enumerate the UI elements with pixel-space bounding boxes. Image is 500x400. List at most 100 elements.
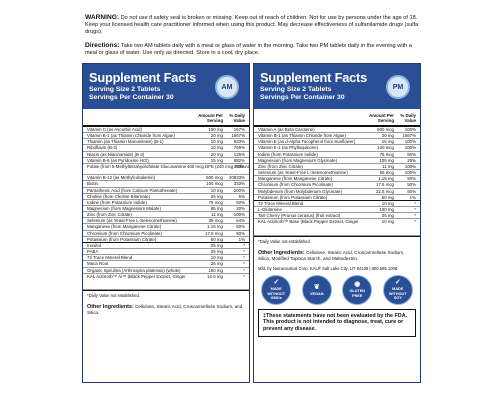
am-header-band: Supplement Facts Serving Size 2 Tablets … [83,64,249,109]
pm-supplement-facts-panel: Supplement Facts Serving Size 2 Tablets … [253,63,421,383]
nutrient-daily-value: * [243,267,245,273]
badge-symbol: ✓ [394,279,401,287]
nutrient-daily-value: * [414,213,416,219]
am-serving-info: Serving Size 2 Tablets Servings Per Cont… [89,86,174,101]
am-col-daily-value: % Daily Value [229,113,245,123]
nutrient-daily-value: 100% [233,212,245,218]
badge-label: FREE [352,293,363,298]
nutrient-amount: 10 mg [210,139,223,145]
pm-badge-icon: PM [386,75,410,99]
badge-label: SOY [393,296,402,301]
table-row: Vitamin B-6 (as Pyridoxine HCl) 15 mg 882% [83,158,249,164]
badge-symbol: ◉ [354,281,361,289]
table-row: Choline (from Choline Bitartrate) 25 mg 5% [83,194,249,200]
nutrient-daily-value: 50% [407,176,416,182]
directions-body: Take two AM tablets daily with a meal or… [85,42,412,56]
nutrient-daily-value: * [414,219,416,225]
nutrient-name: Selenium (as Yeast-Free L-Selenomethioni… [87,218,177,224]
nutrient-daily-value: 333% [233,181,245,187]
nutrient-daily-value: * [243,261,245,267]
am-badge-icon: AM [215,75,239,99]
nutrient-amount: 400 mcg DFE (240 mcg Folic Acid) [187,163,250,169]
nutrient-daily-value: 64% [236,218,245,224]
nutrient-amount: 10 mg [210,145,223,151]
table-row: Selenium (as Yeast-Free L-Selenomethioni… [83,218,249,225]
table-row: Biotin 100 mcg 333% [83,181,249,188]
table-row: Selenium (as Yeast-Free L-Selenomethioni… [254,170,420,177]
nutrient-name: Selenium (as Yeast-Free L-Selenomethioni… [258,170,348,176]
nutrient-name: Magnesium (from Magnesium Malate) [87,206,161,212]
table-row: Vitamin C (as Ascorbic Acid) 150 mg 167% [83,127,249,134]
nutrient-amount: 150 mg [208,127,223,132]
table-row: Zinc (from Zinc Citrate) 11 mg 100% [254,163,420,171]
nutrient-daily-value: 882% [233,157,245,163]
nutrient-name: Thiamin (as Thiamin Mononitrate) (B-1) [87,139,164,145]
pm-column-headers: Amount Per Serving % Daily Value [254,109,420,127]
table-row: Organic Spirulina (Arthrospira platensis… [83,268,249,274]
nutrient-daily-value: 1% [238,236,245,242]
pm-col-daily-value: % Daily Value [400,113,416,123]
nutrient-daily-value: 20% [236,206,245,212]
pm-other-label: Other Ingredients: [258,249,305,256]
nutrient-name: Zinc (from Zinc Citrate) [87,212,132,218]
nutrient-name: Molybdenum (from Molybdenum Glycinate) [258,188,342,194]
badge-symbol: ❦ [313,283,320,291]
nutrient-name: Manganese (from Manganese Citrate) [87,224,162,230]
table-row: Vitamin B-1 (as Thiamin Chloride from Al… [254,133,420,140]
nutrient-name: Pantothenic Acid (from Calcium Pantothen… [87,187,178,193]
nutrient-amount: 11 mg [382,163,394,169]
manufacturer-info: Mfd. by Nutraceutical Corp. KAL® Salt La… [258,265,398,271]
table-row: Potassium (from Potassium Citrate) 50 mg 1… [254,195,420,201]
nutrient-name: 72 Trace Mineral Blend [258,200,304,206]
badge-symbol: ✓ [273,279,280,287]
nutrient-amount: 100 mg [379,207,394,213]
table-row: Chromium (from Chromium Picolinate) 17.5 … [83,231,249,237]
am-serving-size: Serving Size 2 Tablets [89,86,161,93]
certification-badge-icon: ✓ MADE WITHOUT GMOs [261,274,292,305]
nutrient-daily-value: 1% [409,194,416,200]
badge-label: VEGAN [309,291,324,296]
badge-label: MADE WITHOUT [388,287,407,296]
am-other-text: Cellulose, Stearic Acid, Croscarmellose … [87,304,243,316]
nutrient-daily-value: 100% [404,139,416,145]
pm-footnote: *Daily Value not established. [254,235,420,246]
certification-icons: ✓ MADE WITHOUT GMOs ❦ VEGAN ◉ GLUTEN FREE ✓ MADE … [254,271,420,309]
nutrient-name: L-Glutamine [258,207,282,213]
pm-nutrient-table: Vitamin A (as Beta Carotene) 900 mcg 100% V… [254,127,420,236]
nutrient-amount: 1.15 mg [207,224,223,230]
nutrient-name: Folate (from 5-Methyltetrahydrofolate Gl… [87,163,187,169]
pm-other-text: Cellulose, Stearic Acid, Croscarmellose … [258,249,405,261]
nutrient-name: Organic Spirulina (Arthrospira platensis… [87,267,181,273]
nutrient-amount: 20 mg [210,133,223,139]
table-row: Zinc (from Zinc Citrate) 11 mg 100% [83,212,249,219]
pm-title: Supplement Facts [260,70,368,85]
nutrient-name: Potassium (from Potassium Citrate) [258,194,328,200]
nutrient-name: Niacin (as Niacinamide) (B-3) [87,151,145,157]
nutrient-name: Potassium (from Potassium Citrate) [87,236,157,242]
warning-text: WARNING: Do not use if safety seal is br… [85,14,420,37]
nutrient-amount: 50 mg [381,194,394,200]
nutrient-daily-value: * [243,249,245,255]
nutrient-amount: 105 mg [379,157,394,163]
table-row: Thiamin (as Thiamin Mononitrate) (B-1) 10… [83,139,249,146]
nutrient-amount: 17.5 mcg [204,230,223,236]
nutrient-amount: 35 mcg [208,218,223,224]
table-row: Manganese (from Manganese Citrate) 1.15 m… [83,224,249,231]
table-row: Manganese (from Manganese Citrate) 1.15 m… [254,176,420,183]
nutrient-name: Vitamin C (as Ascorbic Acid) [87,127,143,132]
table-row: KAL ActiSorb™ Ai™ (Black Pepper Extract,… [83,274,249,291]
table-row: Vitamin E (as d-Alpha Tocopherol from Su… [254,139,420,146]
table-row: Vitamin B-12 (as Methylcobalamin) 500 mcg… [83,175,249,182]
nutrient-daily-value: 25% [407,157,416,163]
nutrient-name: KAL ActiSorb™ Ai™ (Black Pepper Extract,… [87,273,187,279]
nutrient-amount: 12.5 mg [207,273,223,279]
nutrient-name: Magnesium (from Magnesium Glycinate) [258,157,338,163]
nutrient-amount: 1.15 mg [378,176,394,182]
table-row: Riboflavin (B-2) 10 mg 769% [83,145,249,152]
nutrient-amount: 10 mg [381,200,394,206]
table-row: Magnesium (from Magnesium Glycinate) 105 … [254,158,420,164]
table-row: Vitamin A (as Beta Carotene) 900 mcg 100% [254,127,420,134]
nutrient-amount: 75 mcg [208,199,223,205]
table-row: Niacin (as Niacinamide) (B-3) 20 mg 125% [83,152,249,158]
am-title: Supplement Facts [89,70,197,85]
